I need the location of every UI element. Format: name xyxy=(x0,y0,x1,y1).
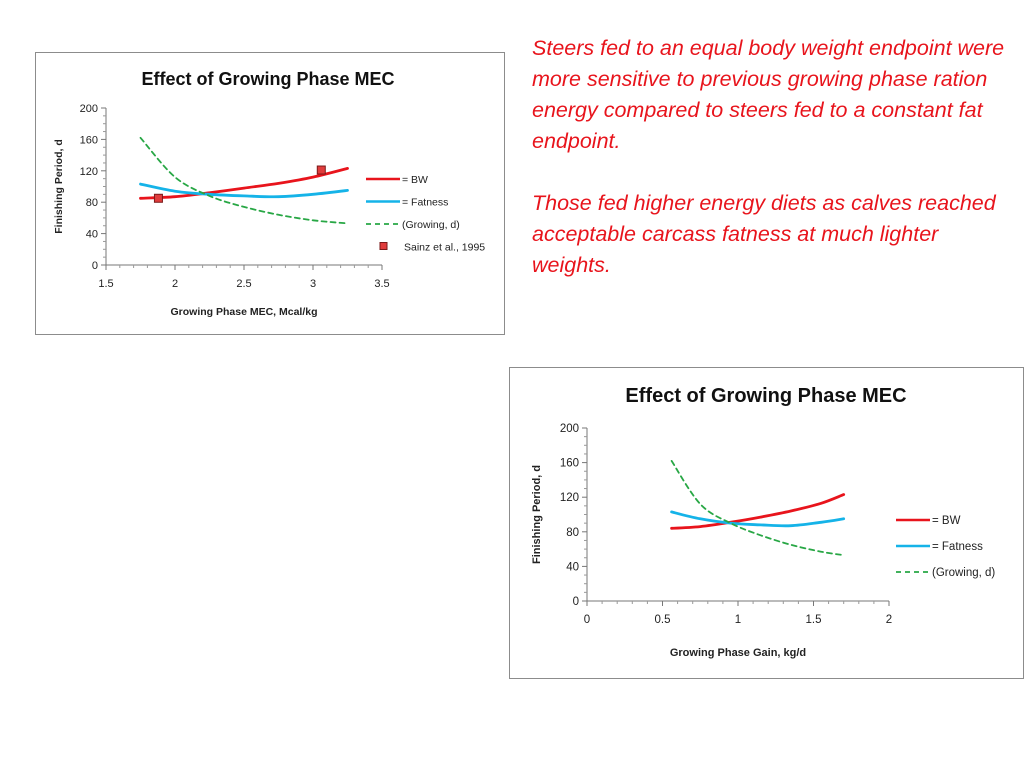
chart1-y-tick-label: 200 xyxy=(80,103,98,115)
chart1-y-axis-label: Finishing Period, d xyxy=(53,139,65,234)
notes-text: Steers fed to an equal body weight endpo… xyxy=(532,33,1012,281)
chart2-y-tick-label: 160 xyxy=(560,458,579,470)
chart2-x-tick-label: 0.5 xyxy=(655,614,671,626)
chart2-title: Effect of Growing Phase MEC xyxy=(625,385,906,407)
chart1-legend-label: = Fatness xyxy=(402,197,448,209)
chart1-x-tick-label: 2 xyxy=(172,278,178,290)
chart1-x-axis-label: Growing Phase MEC, Mcal/kg xyxy=(170,306,317,318)
chart1-y-tick-label: 40 xyxy=(86,229,98,241)
chart2-series-line xyxy=(670,510,846,528)
chart2-series-line xyxy=(670,493,846,530)
chart2-legend-label: = Fatness xyxy=(932,541,983,553)
chart2-y-tick-label: 40 xyxy=(566,561,579,573)
chart2-y-tick-label: 80 xyxy=(566,527,579,539)
chart1-y-tick-label: 80 xyxy=(86,197,98,209)
chart2-x-tick-label: 1.5 xyxy=(806,614,822,626)
chart1-legend-label: (Growing, d) xyxy=(402,219,460,231)
chart1-legend-label: = BW xyxy=(402,174,428,186)
note-paragraph-2: Those fed higher energy diets as calves … xyxy=(532,191,996,277)
chart2-series-line xyxy=(670,460,845,557)
chart2-legend-label: = BW xyxy=(932,515,961,527)
chart1-series-line xyxy=(139,136,349,225)
chart-gain: Effect of Growing Phase MEC 0 40 80 120 160 20… xyxy=(509,367,1024,679)
chart1-legend-label: Sainz et al., 1995 xyxy=(404,242,485,254)
chart1-x-tick-label: 1.5 xyxy=(98,278,113,290)
chart1-sainz-marker xyxy=(316,165,326,175)
chart2-x-tick-label: 2 xyxy=(886,614,892,626)
chart-mec-svg: Effect of Growing Phase MEC 0 40 80 120 160 20… xyxy=(53,69,485,318)
chart1-legend-marker xyxy=(379,242,388,250)
chart1-x-tick-label: 2.5 xyxy=(236,278,251,290)
chart1-series-line xyxy=(139,182,349,199)
note-paragraph-1: Steers fed to an equal body weight endpo… xyxy=(532,36,1005,153)
chart2-x-tick-label: 1 xyxy=(735,614,741,626)
chart2-legend-label: (Growing, d) xyxy=(932,567,995,579)
chart-mec: Effect of Growing Phase MEC 0 40 80 120 160 20… xyxy=(35,52,505,335)
chart1-title: Effect of Growing Phase MEC xyxy=(141,69,394,89)
chart1-y-tick-label: 0 xyxy=(92,260,98,272)
chart-gain-svg: Effect of Growing Phase MEC0408012016020… xyxy=(531,385,995,659)
chart1-y-tick-label: 160 xyxy=(80,134,98,146)
chart2-y-tick-label: 0 xyxy=(573,596,579,608)
chart1-series-line xyxy=(139,167,349,200)
chart2-x-axis-label: Growing Phase Gain, kg/d xyxy=(670,647,806,659)
chart2-y-tick-label: 120 xyxy=(560,492,579,504)
chart2-x-tick-label: 0 xyxy=(584,614,590,626)
chart1-y-tick-label: 120 xyxy=(80,166,98,178)
chart2-y-tick-label: 200 xyxy=(560,423,579,435)
chart2-y-axis-label: Finishing Period, d xyxy=(531,465,543,564)
chart1-x-tick-label: 3 xyxy=(310,278,316,290)
chart1-sainz-marker xyxy=(153,193,163,203)
chart1-x-tick-label: 3.5 xyxy=(374,278,389,290)
